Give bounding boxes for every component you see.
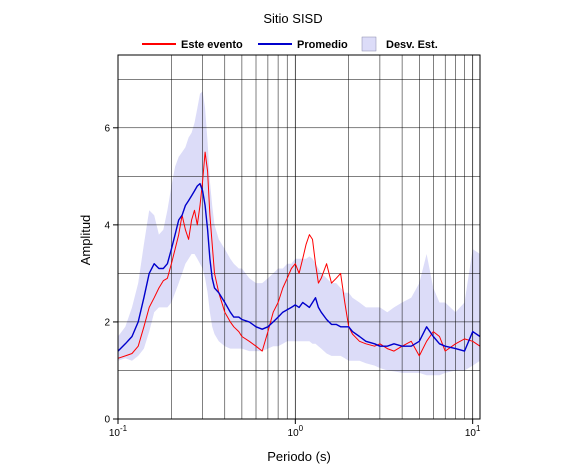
y-axis-label: Amplitud: [78, 215, 93, 266]
legend: Este evento Promedio Desv. Est.: [142, 36, 438, 52]
series-line-promedio: [117, 182, 481, 352]
legend-label-desv-est: Desv. Est.: [386, 39, 438, 51]
plot-area: 0 2 4 6 10-1 100 101: [104, 54, 481, 439]
y-tick-label: 0: [104, 415, 110, 426]
plot-frame: [117, 54, 481, 420]
chart-title: Sitio SISD: [263, 11, 322, 26]
std-dev-band: [118, 91, 480, 376]
x-axis-label: Periodo (s): [267, 449, 331, 464]
y-tick-label: 4: [104, 220, 110, 231]
x-tick-label: 10-1: [109, 424, 128, 439]
x-tick-label: 101: [465, 424, 481, 439]
legend-label-promedio: Promedio: [297, 39, 348, 51]
x-tick-label: 100: [288, 424, 304, 439]
legend-swatch-desv-est: [361, 36, 377, 52]
y-tick-label: 6: [104, 123, 110, 134]
y-tick-label: 2: [104, 317, 110, 328]
legend-label-este-evento: Este evento: [181, 39, 243, 51]
series-line-este-evento: [117, 151, 481, 359]
